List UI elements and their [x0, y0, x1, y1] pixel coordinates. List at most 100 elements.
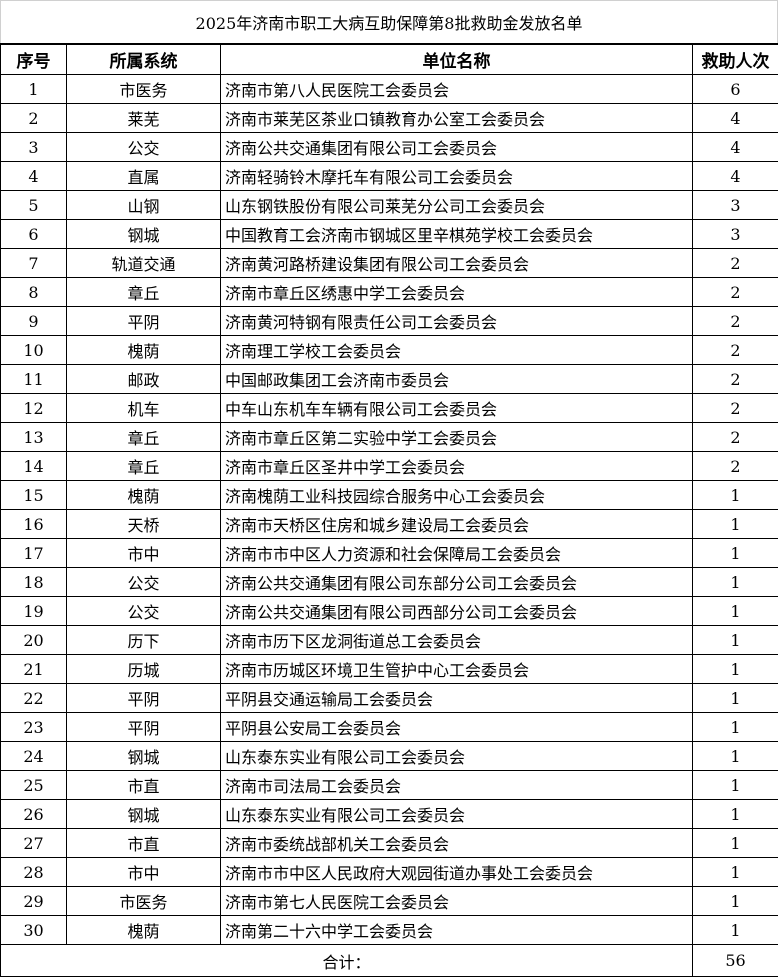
cell-system: 山钢 — [67, 191, 221, 220]
cell-index: 21 — [1, 655, 67, 684]
cell-index: 4 — [1, 162, 67, 191]
cell-unit: 济南市司法局工会委员会 — [221, 771, 693, 800]
cell-unit: 济南市章丘区第二实验中学工会委员会 — [221, 423, 693, 452]
cell-unit: 济南黄河路桥建设集团有限公司工会委员会 — [221, 249, 693, 278]
cell-count: 2 — [693, 394, 778, 423]
cell-index: 30 — [1, 916, 67, 945]
cell-unit: 济南槐荫工业科技园综合服务中心工会委员会 — [221, 481, 693, 510]
cell-unit: 中车山东机车车辆有限公司工会委员会 — [221, 394, 693, 423]
cell-unit: 济南市章丘区圣井中学工会委员会 — [221, 452, 693, 481]
cell-count: 1 — [693, 771, 778, 800]
cell-index: 12 — [1, 394, 67, 423]
total-row: 合计： 56 — [1, 945, 778, 977]
cell-unit: 济南理工学校工会委员会 — [221, 336, 693, 365]
document-title: 2025年济南市职工大病互助保障第8批救助金发放名单 — [0, 0, 778, 43]
cell-unit: 山东泰东实业有限公司工会委员会 — [221, 800, 693, 829]
cell-index: 19 — [1, 597, 67, 626]
cell-count: 1 — [693, 916, 778, 945]
cell-count: 1 — [693, 684, 778, 713]
cell-unit: 山东钢铁股份有限公司莱芜分公司工会委员会 — [221, 191, 693, 220]
cell-index: 28 — [1, 858, 67, 887]
cell-count: 2 — [693, 423, 778, 452]
cell-unit: 济南市委统战部机关工会委员会 — [221, 829, 693, 858]
cell-count: 1 — [693, 858, 778, 887]
cell-system: 钢城 — [67, 742, 221, 771]
cell-unit: 济南公共交通集团有限公司工会委员会 — [221, 133, 693, 162]
cell-unit: 平阴县交通运输局工会委员会 — [221, 684, 693, 713]
cell-system: 槐荫 — [67, 481, 221, 510]
cell-count: 1 — [693, 800, 778, 829]
cell-system: 平阴 — [67, 307, 221, 336]
cell-count: 1 — [693, 510, 778, 539]
cell-index: 16 — [1, 510, 67, 539]
cell-index: 11 — [1, 365, 67, 394]
cell-index: 2 — [1, 104, 67, 133]
cell-unit: 济南轻骑铃木摩托车有限公司工会委员会 — [221, 162, 693, 191]
cell-count: 1 — [693, 539, 778, 568]
cell-unit: 中国教育工会济南市钢城区里辛棋苑学校工会委员会 — [221, 220, 693, 249]
header-row: 序号 所属系统 单位名称 救助人次 — [1, 44, 778, 75]
cell-system: 钢城 — [67, 800, 221, 829]
cell-index: 20 — [1, 626, 67, 655]
cell-count: 4 — [693, 162, 778, 191]
cell-count: 4 — [693, 133, 778, 162]
cell-index: 18 — [1, 568, 67, 597]
cell-index: 26 — [1, 800, 67, 829]
cell-count: 1 — [693, 568, 778, 597]
cell-system: 天桥 — [67, 510, 221, 539]
cell-system: 市医务 — [67, 75, 221, 104]
cell-unit: 济南第二十六中学工会委员会 — [221, 916, 693, 945]
cell-index: 27 — [1, 829, 67, 858]
total-value: 56 — [693, 945, 778, 977]
cell-index: 14 — [1, 452, 67, 481]
cell-index: 25 — [1, 771, 67, 800]
cell-index: 23 — [1, 713, 67, 742]
cell-index: 17 — [1, 539, 67, 568]
cell-index: 7 — [1, 249, 67, 278]
cell-system: 平阴 — [67, 684, 221, 713]
cell-index: 6 — [1, 220, 67, 249]
cell-index: 5 — [1, 191, 67, 220]
cell-unit: 济南市第七人民医院工会委员会 — [221, 887, 693, 916]
cell-unit: 济南市历下区龙洞街道总工会委员会 — [221, 626, 693, 655]
cell-count: 1 — [693, 713, 778, 742]
cell-count: 2 — [693, 278, 778, 307]
cell-count: 2 — [693, 365, 778, 394]
cell-count: 3 — [693, 191, 778, 220]
cell-system: 钢城 — [67, 220, 221, 249]
cell-count: 6 — [693, 75, 778, 104]
cell-unit: 济南市市中区人民政府大观园街道办事处工会委员会 — [221, 858, 693, 887]
cell-system: 莱芜 — [67, 104, 221, 133]
cell-count: 2 — [693, 452, 778, 481]
cell-count: 1 — [693, 887, 778, 916]
cell-index: 29 — [1, 887, 67, 916]
cell-count: 1 — [693, 742, 778, 771]
cell-unit: 济南市历城区环境卫生管护中心工会委员会 — [221, 655, 693, 684]
cell-system: 市中 — [67, 858, 221, 887]
cell-count: 2 — [693, 336, 778, 365]
cell-index: 8 — [1, 278, 67, 307]
cell-index: 13 — [1, 423, 67, 452]
cell-system: 市医务 — [67, 887, 221, 916]
